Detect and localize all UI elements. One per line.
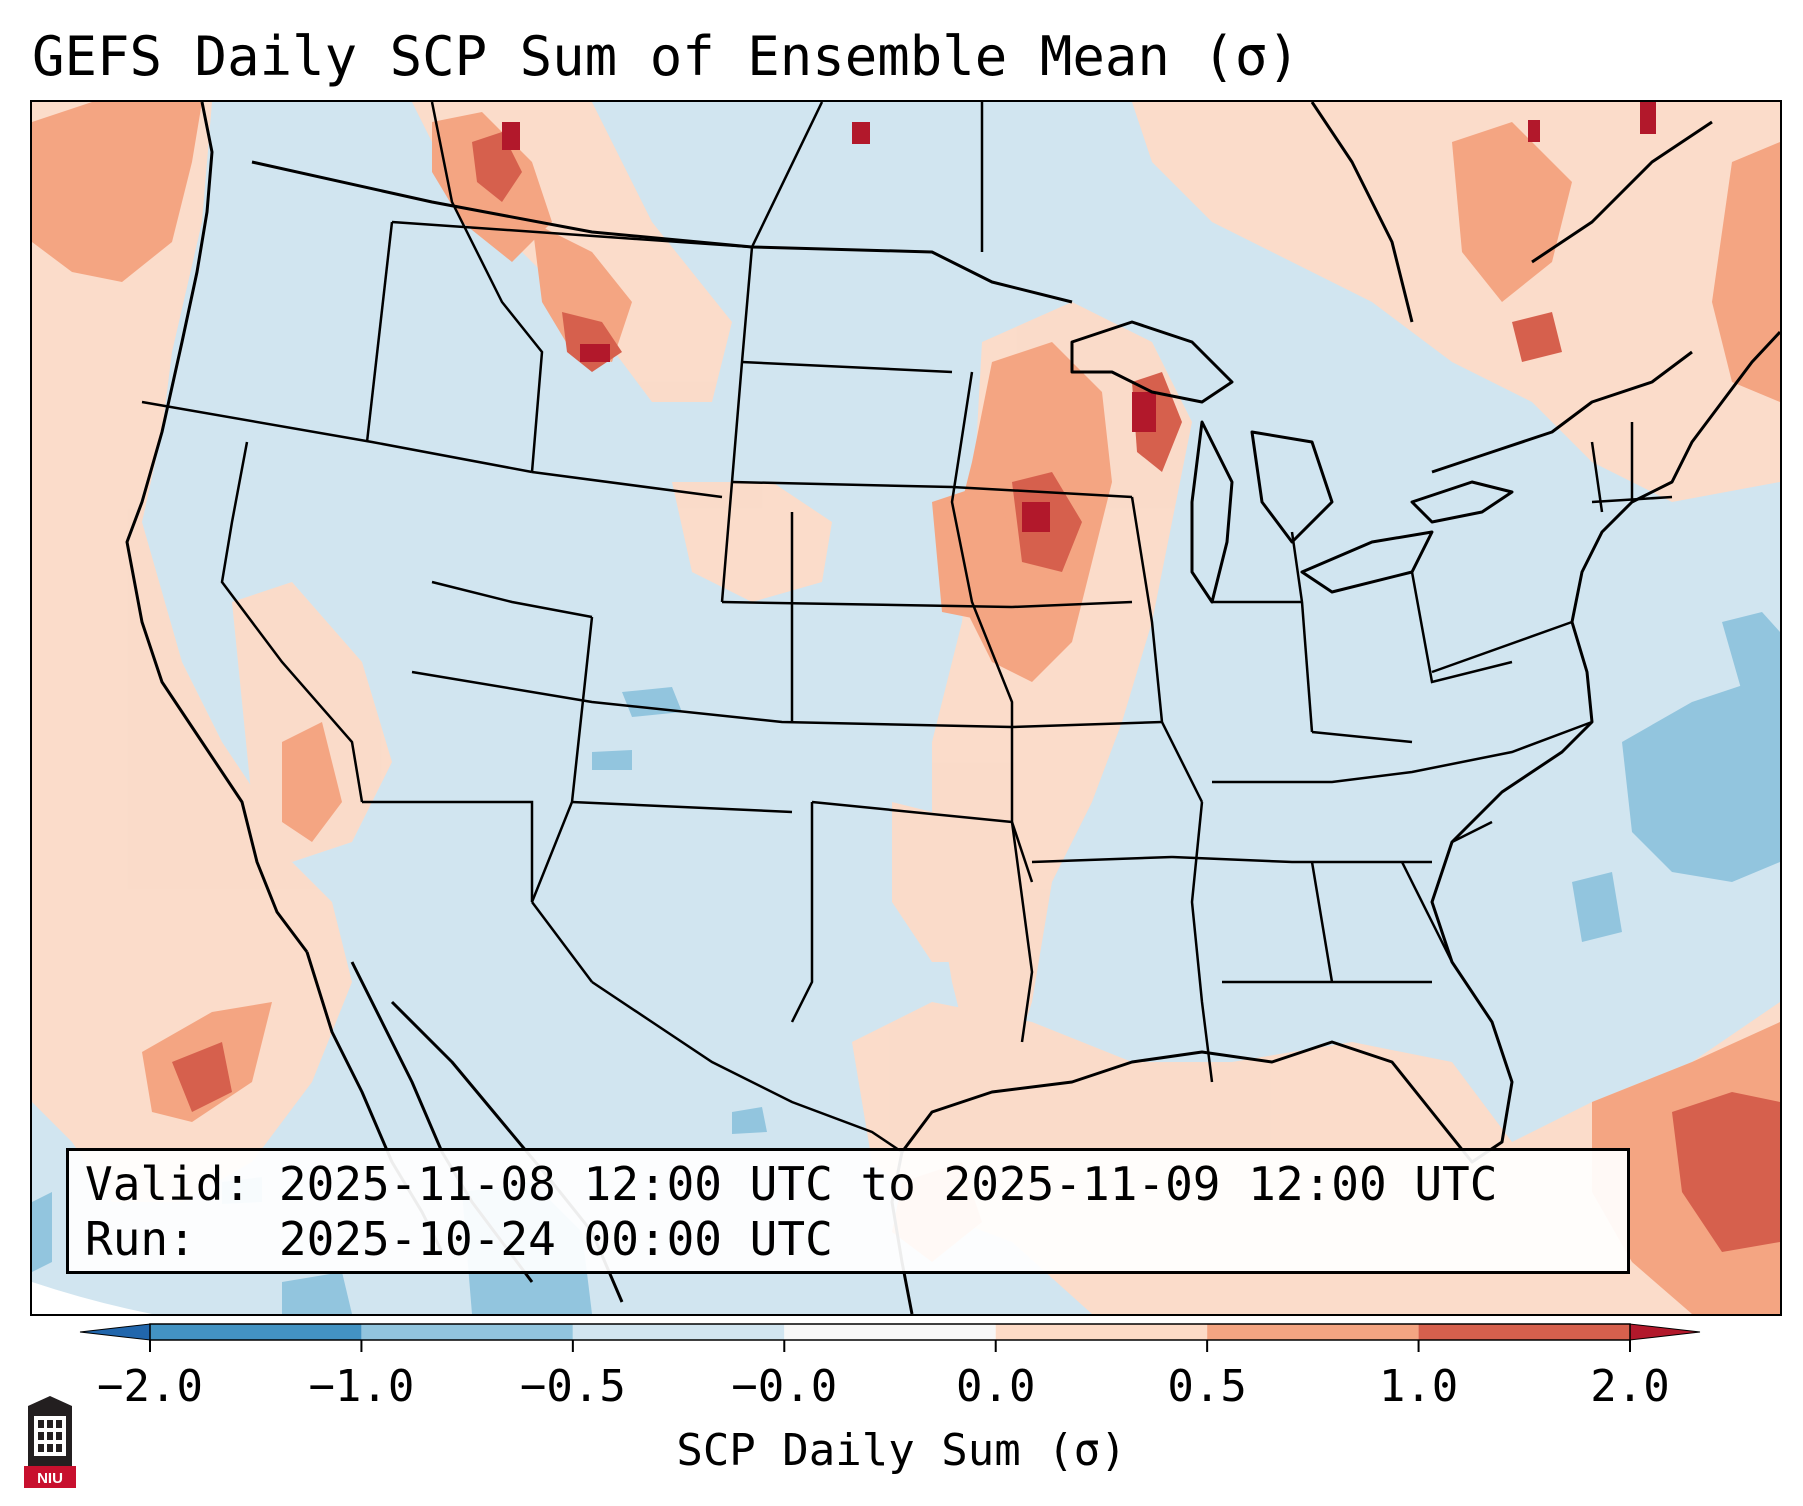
colorbar-segment (150, 1324, 362, 1340)
logo-text: NIU (37, 1470, 63, 1487)
colorbar (79, 1323, 1701, 1352)
colorbar-segment (1207, 1324, 1419, 1340)
colorbar-extend-high (1629, 1323, 1701, 1341)
map-panel (30, 100, 1782, 1316)
colorbar-extend-low (79, 1323, 151, 1341)
valid-label: Valid: (85, 1157, 252, 1211)
colorbar-outline (149, 1323, 1631, 1341)
colorbar-tick-label: 0.0 (955, 1361, 1036, 1412)
niu-tower-logo-icon: NIU (24, 1396, 76, 1488)
colorbar-tick-label: −0.0 (731, 1361, 838, 1412)
colorbar-tick-label: −1.0 (308, 1361, 415, 1412)
colorbar-tick-label: 2.0 (1590, 1361, 1670, 1412)
valid-value: 2025-11-08 12:00 UTC to 2025-11-09 12:00… (278, 1157, 1498, 1211)
valid-run-info-box: Valid: 2025-11-08 12:00 UTC to 2025-11-0… (66, 1148, 1630, 1274)
map-title: GEFS Daily SCP Sum of Ensemble Mean (σ) (32, 25, 1300, 88)
colorbar-tick-label: −0.5 (519, 1361, 626, 1412)
colorbar-tick-label: 1.0 (1378, 1361, 1459, 1412)
run-label: Run: (85, 1212, 196, 1266)
colorbar-segment (995, 1324, 1208, 1340)
run-value: 2025-10-24 00:00 UTC (278, 1212, 833, 1266)
colorbar-segment (361, 1324, 573, 1340)
colorbar-segment (572, 1324, 785, 1340)
colorbar-segment (1418, 1324, 1630, 1340)
colorbar-tick-label: 0.5 (1167, 1361, 1247, 1412)
colorbar-tick-label: −2.0 (97, 1361, 203, 1412)
anomaly-map (32, 102, 1780, 1314)
colorbar-label: SCP Daily Sum (σ) (676, 1425, 1127, 1476)
colorbar-segment (784, 1324, 996, 1340)
